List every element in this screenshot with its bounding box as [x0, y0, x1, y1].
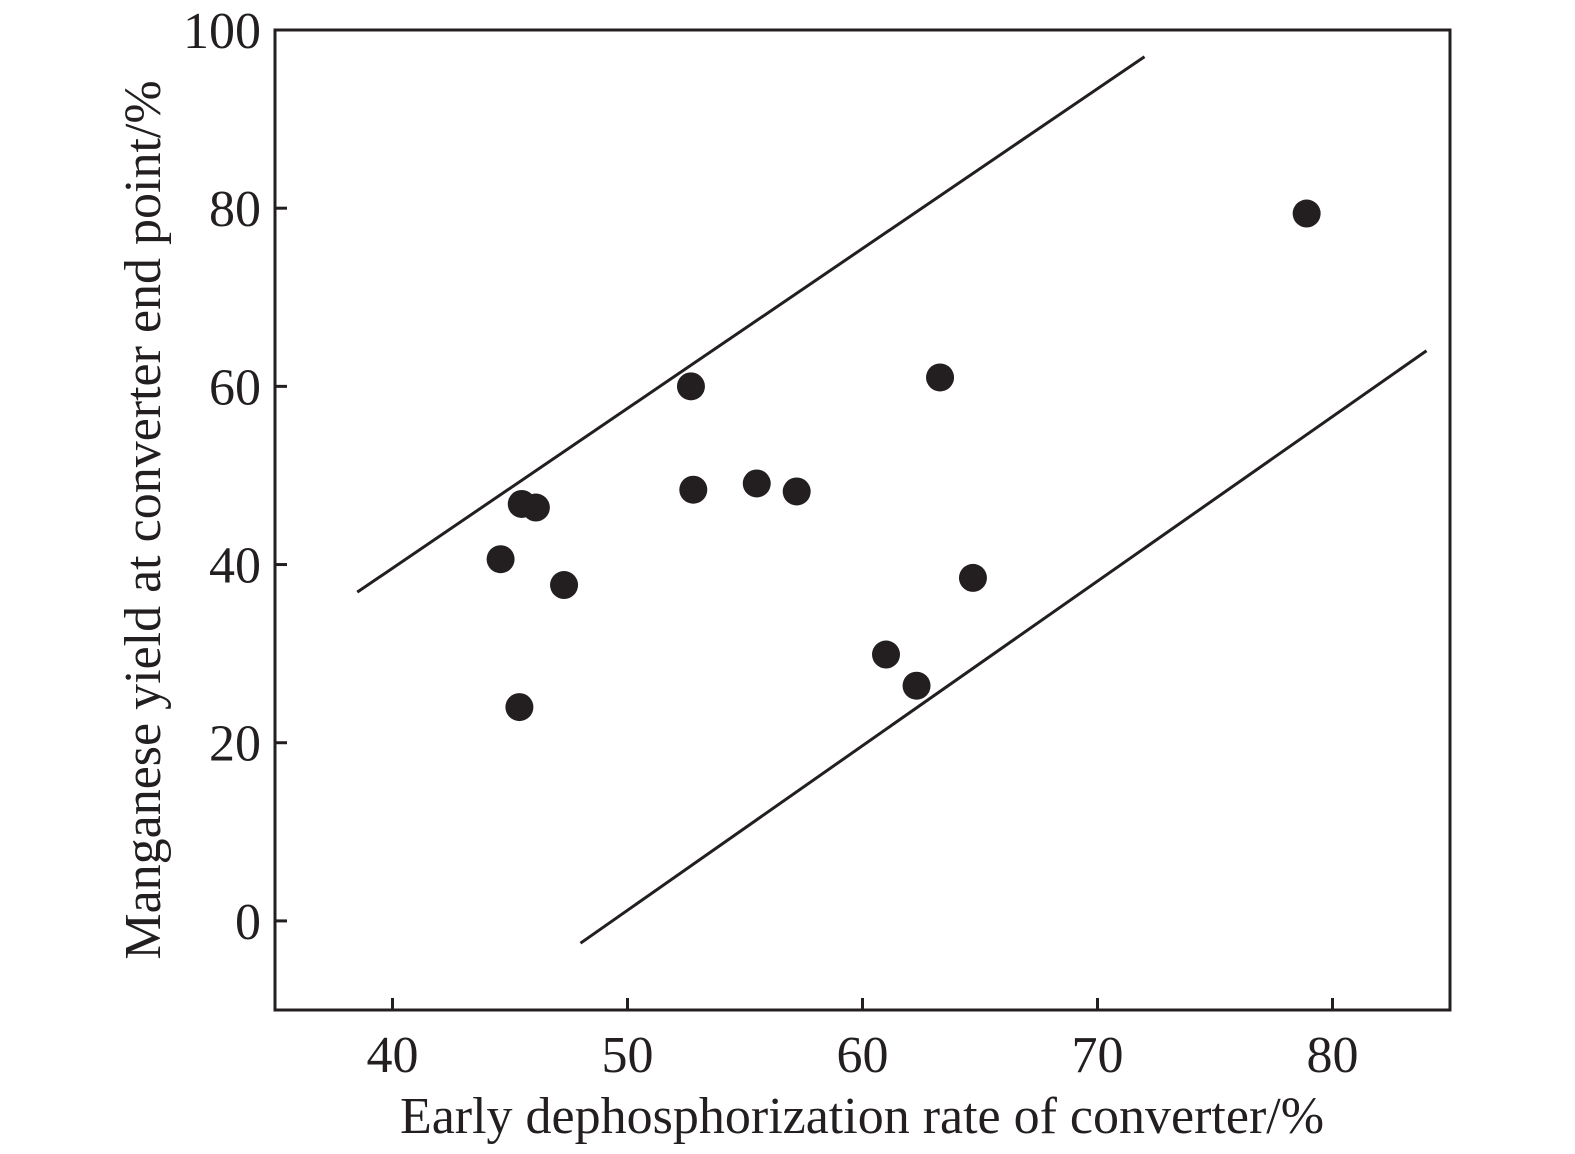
data-point [902, 671, 931, 700]
data-point [958, 563, 987, 592]
x-tick-label: 70 [1072, 1027, 1124, 1084]
y-tick-label: 60 [209, 359, 261, 416]
y-tick-label: 20 [209, 716, 261, 773]
x-tick-label: 80 [1307, 1027, 1359, 1084]
x-tick-label: 50 [602, 1027, 654, 1084]
y-axis-ticks: 0 20 40 60 80 100 [183, 3, 287, 951]
upper-bound-line [356, 55, 1146, 594]
data-point [742, 469, 771, 498]
data-point [1292, 199, 1321, 228]
y-axis-title: Manganese yield at converter end point/% [115, 80, 172, 959]
data-point [550, 571, 579, 600]
data-points [486, 199, 1321, 722]
x-axis-ticks: 40 50 60 70 80 [367, 998, 1359, 1084]
boundary-lines [356, 55, 1428, 945]
data-point [521, 493, 550, 522]
data-point [679, 475, 708, 504]
data-point [486, 545, 515, 574]
data-point [676, 372, 705, 401]
y-tick-label: 0 [235, 894, 261, 951]
y-tick-label: 80 [209, 181, 261, 238]
data-point [926, 363, 955, 392]
data-point [782, 477, 811, 506]
lower-bound-line [579, 349, 1428, 945]
x-axis-title: Early dephosphorization rate of converte… [400, 1088, 1324, 1145]
y-tick-label: 40 [209, 538, 261, 595]
data-point [872, 640, 900, 669]
x-tick-label: 60 [837, 1027, 889, 1084]
data-point [505, 693, 534, 722]
y-tick-label: 100 [183, 3, 261, 60]
plot-frame [273, 28, 1452, 1012]
x-tick-label: 40 [367, 1027, 419, 1084]
